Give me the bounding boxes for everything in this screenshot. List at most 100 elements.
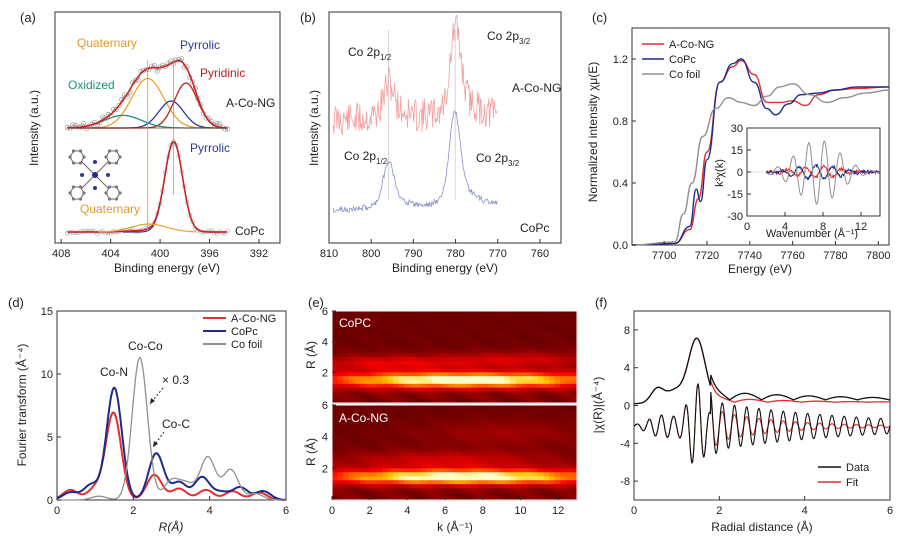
heatmap-cell: [359, 311, 367, 316]
f-legend-label: Fit: [846, 477, 858, 489]
heatmap-cell: [398, 464, 405, 469]
heatmap-cell: [521, 360, 528, 366]
heatmap-cell: [510, 357, 517, 362]
heatmap-cell: [493, 424, 500, 430]
heatmap-cell: [538, 424, 545, 430]
heatmap-cell: [332, 492, 339, 497]
heatmap-cell: [487, 322, 495, 327]
heatmap-cell: [398, 452, 405, 458]
heatmap-cell: [332, 408, 339, 414]
heatmap-cell: [370, 387, 378, 393]
heatmap-cell: [521, 448, 528, 454]
heatmap-cell: [332, 456, 339, 462]
heatmap-cell: [560, 326, 567, 331]
heatmap-cell: [409, 349, 417, 354]
heatmap-cell: [432, 464, 439, 469]
a-raw-point: [225, 126, 231, 132]
heatmap-cell: [499, 395, 506, 400]
heatmap-cell: [476, 353, 483, 358]
heatmap-cell: [332, 372, 339, 377]
heatmap-cell: [448, 387, 456, 393]
heatmap-cell: [526, 460, 534, 465]
heatmap-cell: [393, 376, 400, 381]
heatmap-cell: [343, 372, 350, 377]
heatmap-cell: [332, 476, 339, 481]
heatmap-cell: [448, 364, 456, 370]
heatmap-cell: [504, 341, 511, 347]
heatmap-cell: [409, 391, 417, 396]
heatmap-cell: [382, 412, 389, 418]
heatmap-cell: [499, 460, 506, 465]
heatmap-cell: [359, 408, 367, 414]
heatmap-cell: [560, 468, 567, 473]
heatmap-cell: [376, 341, 383, 347]
heatmap-cell: [409, 484, 417, 489]
heatmap-cell: [409, 383, 417, 389]
heatmap-cell: [432, 311, 439, 316]
heatmap-cell: [343, 448, 350, 454]
heatmap-cell: [504, 456, 511, 462]
heatmap-cell: [549, 424, 556, 430]
heatmap-cell: [476, 357, 483, 362]
heatmap-cell: [454, 376, 461, 381]
heatmap-cell: [538, 326, 545, 331]
heatmap-cell: [532, 326, 539, 331]
heatmap-cell: [471, 326, 478, 331]
heatmap-cell: [443, 372, 450, 377]
heatmap-cell: [471, 311, 478, 316]
heatmap-cell: [337, 334, 344, 339]
heatmap-cell: [432, 326, 439, 331]
heatmap-cell: [348, 372, 355, 377]
heatmap-cell: [532, 480, 539, 485]
heatmap-cell: [370, 476, 378, 481]
heatmap-cell: [426, 428, 433, 434]
heatmap-cell: [543, 376, 550, 381]
heatmap-cell: [493, 448, 500, 454]
heatmap-cell: [487, 360, 495, 366]
heatmap-cell: [538, 436, 545, 442]
heatmap-cell: [382, 391, 389, 396]
panel-d-label: (d): [8, 295, 24, 310]
heatmap-cell: [532, 468, 539, 473]
heatmap-cell: [421, 353, 428, 358]
heatmap-cell: [476, 456, 483, 462]
heatmap-cell: [493, 387, 500, 393]
panel-a-label: (a): [20, 10, 36, 25]
heatmap-cell: [454, 480, 461, 485]
heatmap-cell: [448, 395, 456, 400]
heatmap-cell: [432, 314, 439, 320]
heatmap-cell: [332, 496, 339, 501]
panel-d-xlabel: R(Å): [159, 519, 184, 534]
heatmap-cell: [487, 372, 495, 377]
heatmap-cell: [365, 464, 372, 469]
heatmap-cell: [549, 345, 556, 350]
heatmap-cell: [476, 376, 483, 381]
c-legend-label: Co foil: [669, 69, 700, 81]
heatmap-cell: [354, 420, 361, 426]
atom: [78, 185, 83, 189]
heatmap-cell: [382, 395, 389, 400]
heatmap-cell: [510, 424, 517, 430]
heatmap-cell: [370, 472, 378, 477]
panel-f-xlabel: Radial distance (Å): [711, 519, 812, 534]
heatmap-cell: [404, 476, 411, 481]
heatmap-cell: [471, 353, 478, 358]
heatmap-cell: [571, 387, 578, 393]
heatmap-cell: [543, 416, 550, 422]
heatmap-cell: [504, 391, 511, 396]
heatmap-cell: [443, 376, 450, 381]
heatmap-cell: [560, 341, 567, 347]
heatmap-cell: [571, 452, 578, 458]
heatmap-cell: [465, 488, 472, 493]
heatmap-cell: [476, 476, 483, 481]
heatmap-cell: [493, 314, 500, 320]
heatmap-cell: [487, 492, 495, 497]
heatmap-cell: [526, 468, 534, 473]
heatmap-cell: [437, 314, 444, 320]
heatmap-cell: [549, 357, 556, 362]
heatmap-cell: [365, 444, 372, 450]
heatmap-cell: [409, 416, 417, 422]
heatmap-cell: [487, 330, 495, 335]
heatmap-cell: [426, 353, 433, 358]
heatmap-cell: [365, 456, 372, 462]
